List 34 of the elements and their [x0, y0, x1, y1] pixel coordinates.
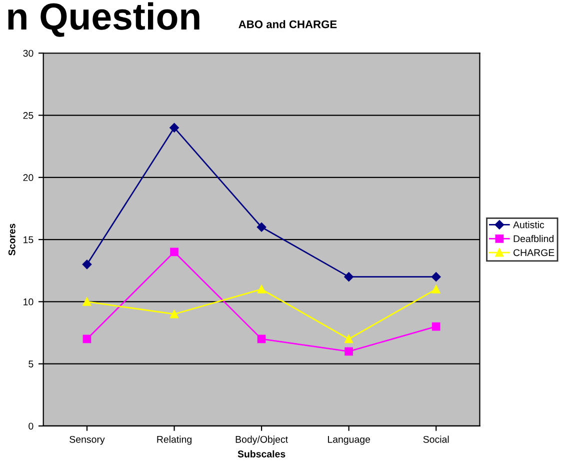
- y-tick-label: 0: [28, 422, 34, 430]
- point: [170, 248, 178, 256]
- y-axis-title: Scores: [8, 224, 16, 256]
- chart-title: ABO and CHARGE: [238, 20, 337, 28]
- point: [432, 322, 440, 331]
- point: [432, 285, 440, 294]
- y-tick-label: 20: [23, 174, 34, 182]
- text: n Question: [8, 2, 200, 37]
- y-tick-label: 10: [24, 298, 34, 306]
- x-tick-label: Social: [423, 436, 449, 443]
- y-tick-label: 5: [28, 360, 34, 368]
- x-tick-label: Sensory: [70, 436, 105, 445]
- point: [82, 298, 92, 306]
- x-tick-label: Relating: [157, 436, 192, 445]
- legend-label: CHARGE: [514, 249, 554, 256]
- point: [170, 310, 178, 318]
- x-tick-label: Body/Object: [236, 436, 288, 445]
- legend-label: Autistic: [513, 221, 544, 228]
- point: [257, 285, 266, 294]
- x-tick-label: Language: [328, 436, 370, 445]
- point: [256, 222, 266, 232]
- y-tick-label: 25: [23, 112, 34, 119]
- x-axis-title: Subscales: [238, 450, 286, 458]
- point: [82, 334, 92, 344]
- point: [257, 334, 266, 344]
- point: [344, 272, 354, 282]
- point: [344, 334, 353, 344]
- point: [82, 260, 92, 270]
- point: [344, 347, 353, 356]
- point: [170, 123, 179, 132]
- y-tick-label: 15: [24, 236, 34, 244]
- y-tick-label: 30: [23, 50, 34, 57]
- legend-label: Deafblind: [514, 235, 554, 242]
- point: [431, 272, 441, 282]
